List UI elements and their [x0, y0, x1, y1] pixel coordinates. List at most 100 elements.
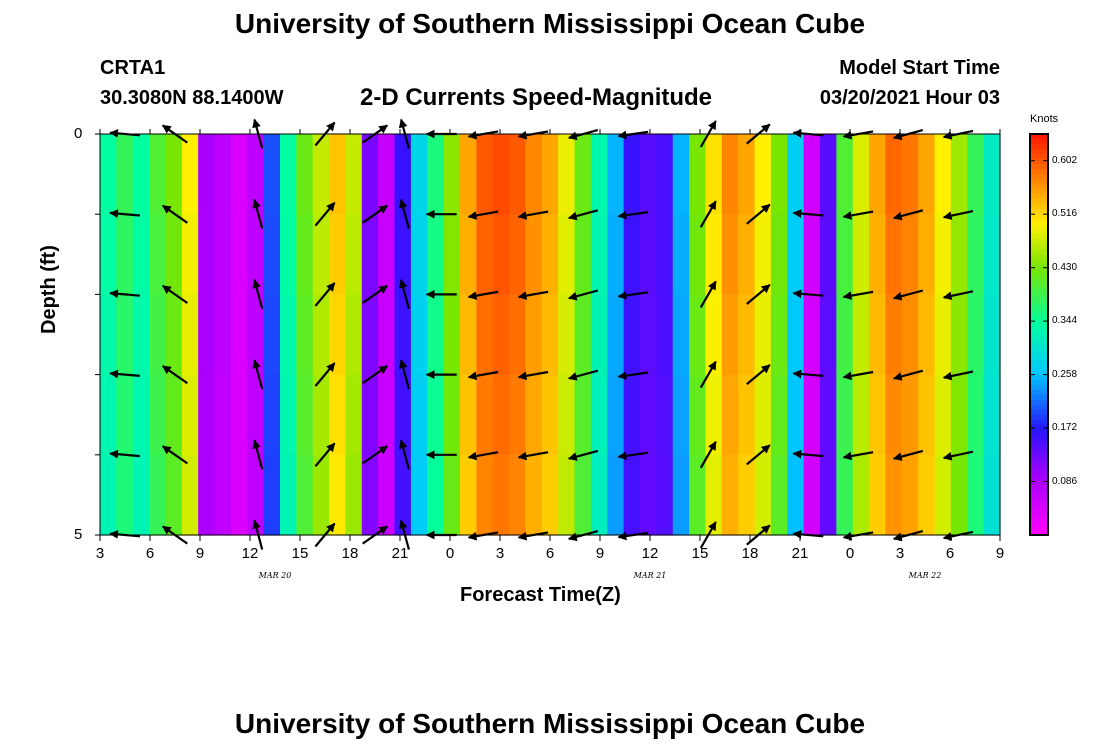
heatmap-cell: [165, 454, 183, 536]
current-arrow: [892, 449, 924, 461]
heatmap-cell: [263, 214, 281, 295]
heatmap-cell: [656, 294, 674, 376]
heatmap-cell: [656, 374, 674, 456]
heatmap-cell: [361, 134, 379, 215]
x-tick-label: 9: [995, 545, 1005, 562]
colorbar-segment: [1030, 464, 1048, 471]
colorbar-segment: [1030, 134, 1048, 140]
heatmap-cell: [689, 294, 707, 376]
heatmap-cell: [934, 134, 952, 215]
heatmap-cell: [672, 374, 690, 456]
heatmap-cell: [820, 294, 837, 376]
colorbar-segment: [1030, 504, 1048, 511]
current-arrow: [842, 290, 874, 300]
current-arrow: [398, 359, 410, 390]
heatmap-cell: [198, 214, 216, 295]
heatmap-cell: [312, 454, 330, 536]
colorbar-segment: [1030, 149, 1048, 155]
heatmap-cell: [361, 374, 379, 456]
heatmap-cell: [918, 214, 936, 295]
heatmap-cell: [427, 294, 445, 376]
heatmap-cell: [820, 134, 837, 215]
heatmap-cell: [378, 214, 396, 295]
x-tick-label: 12: [241, 545, 259, 562]
current-arrow: [567, 289, 599, 301]
x-tick-label: 18: [741, 545, 759, 562]
heatmap-cell: [509, 294, 527, 376]
heatmap-cell: [672, 454, 690, 536]
heatmap-cell: [918, 374, 936, 456]
current-arrow: [362, 445, 389, 465]
heatmap-cell: [165, 294, 183, 376]
heatmap-cell: [525, 214, 543, 295]
station-location: 30.3080N 88.1400W: [100, 87, 284, 109]
heatmap-cells: [100, 134, 1001, 536]
heatmap-cell: [623, 214, 641, 295]
heatmap-cell: [247, 454, 265, 536]
heatmap-cell: [443, 214, 461, 295]
heatmap-cell: [869, 134, 887, 215]
heatmap-cell: [607, 294, 625, 376]
x-tick-label: 6: [145, 545, 155, 562]
heatmap-cell: [967, 374, 985, 456]
heatmap-cell: [132, 134, 150, 215]
heatmap-cell: [770, 374, 788, 456]
heatmap-cell: [296, 214, 314, 295]
current-arrow: [746, 364, 771, 386]
heatmap-cell: [803, 214, 821, 295]
heatmap-cell: [525, 294, 543, 376]
heatmap-cell: [901, 214, 919, 295]
heatmap-cell: [509, 214, 527, 295]
heatmap-cell: [607, 134, 625, 215]
heatmap-cell: [394, 134, 412, 215]
colorbar-segment: [1030, 154, 1048, 160]
current-arrow: [942, 290, 974, 301]
heatmap-cell: [754, 454, 772, 536]
heatmap-cell: [820, 374, 837, 456]
colorbar-segment: [1030, 174, 1048, 180]
heatmap-cell: [967, 214, 985, 295]
heatmap-cell: [738, 294, 756, 376]
heatmap-cell: [460, 374, 477, 456]
current-arrow: [942, 370, 974, 381]
current-arrow: [617, 371, 649, 380]
colorbar-segment: [1030, 389, 1048, 396]
heatmap-cell: [214, 454, 232, 536]
heatmap-cell: [787, 214, 805, 295]
current-arrow: [362, 204, 389, 224]
heatmap-cell: [607, 374, 625, 456]
colorbar-segment: [1030, 354, 1048, 361]
heatmap-cell: [378, 374, 396, 456]
current-arrow: [699, 280, 717, 308]
heatmap-cell: [525, 134, 543, 215]
heatmap-cell: [836, 134, 854, 215]
heatmap-cell: [492, 454, 510, 536]
colorbar-segment: [1030, 339, 1048, 346]
heatmap-cell: [247, 294, 265, 376]
heatmap-cell: [869, 214, 887, 295]
heatmap-cell: [901, 294, 919, 376]
heatmap-cell: [640, 134, 657, 215]
heatmap-cell: [623, 374, 641, 456]
heatmap-cell: [934, 294, 952, 376]
colorbar-segment: [1030, 509, 1048, 516]
heatmap-cell: [443, 454, 461, 536]
heatmap-cell: [770, 294, 788, 376]
colorbar-tick-label: 0.602: [1052, 154, 1078, 166]
current-arrow: [567, 369, 599, 381]
heatmap-cell: [132, 454, 150, 536]
heatmap-cell: [574, 134, 592, 215]
heatmap-cell: [656, 454, 674, 536]
heatmap-cell: [558, 374, 576, 456]
colorbar-segment: [1030, 479, 1048, 486]
heatmap-cell: [460, 214, 477, 295]
heatmap-cell: [116, 294, 134, 376]
heatmap-cell: [410, 294, 428, 376]
colorbar-segment: [1030, 399, 1048, 406]
heatmap-cell: [181, 374, 199, 456]
heatmap-cell: [476, 374, 494, 456]
current-arrow: [699, 360, 717, 389]
heatmap-cell: [509, 454, 527, 536]
colorbar-segment: [1030, 284, 1048, 290]
heatmap-cell: [476, 214, 494, 295]
